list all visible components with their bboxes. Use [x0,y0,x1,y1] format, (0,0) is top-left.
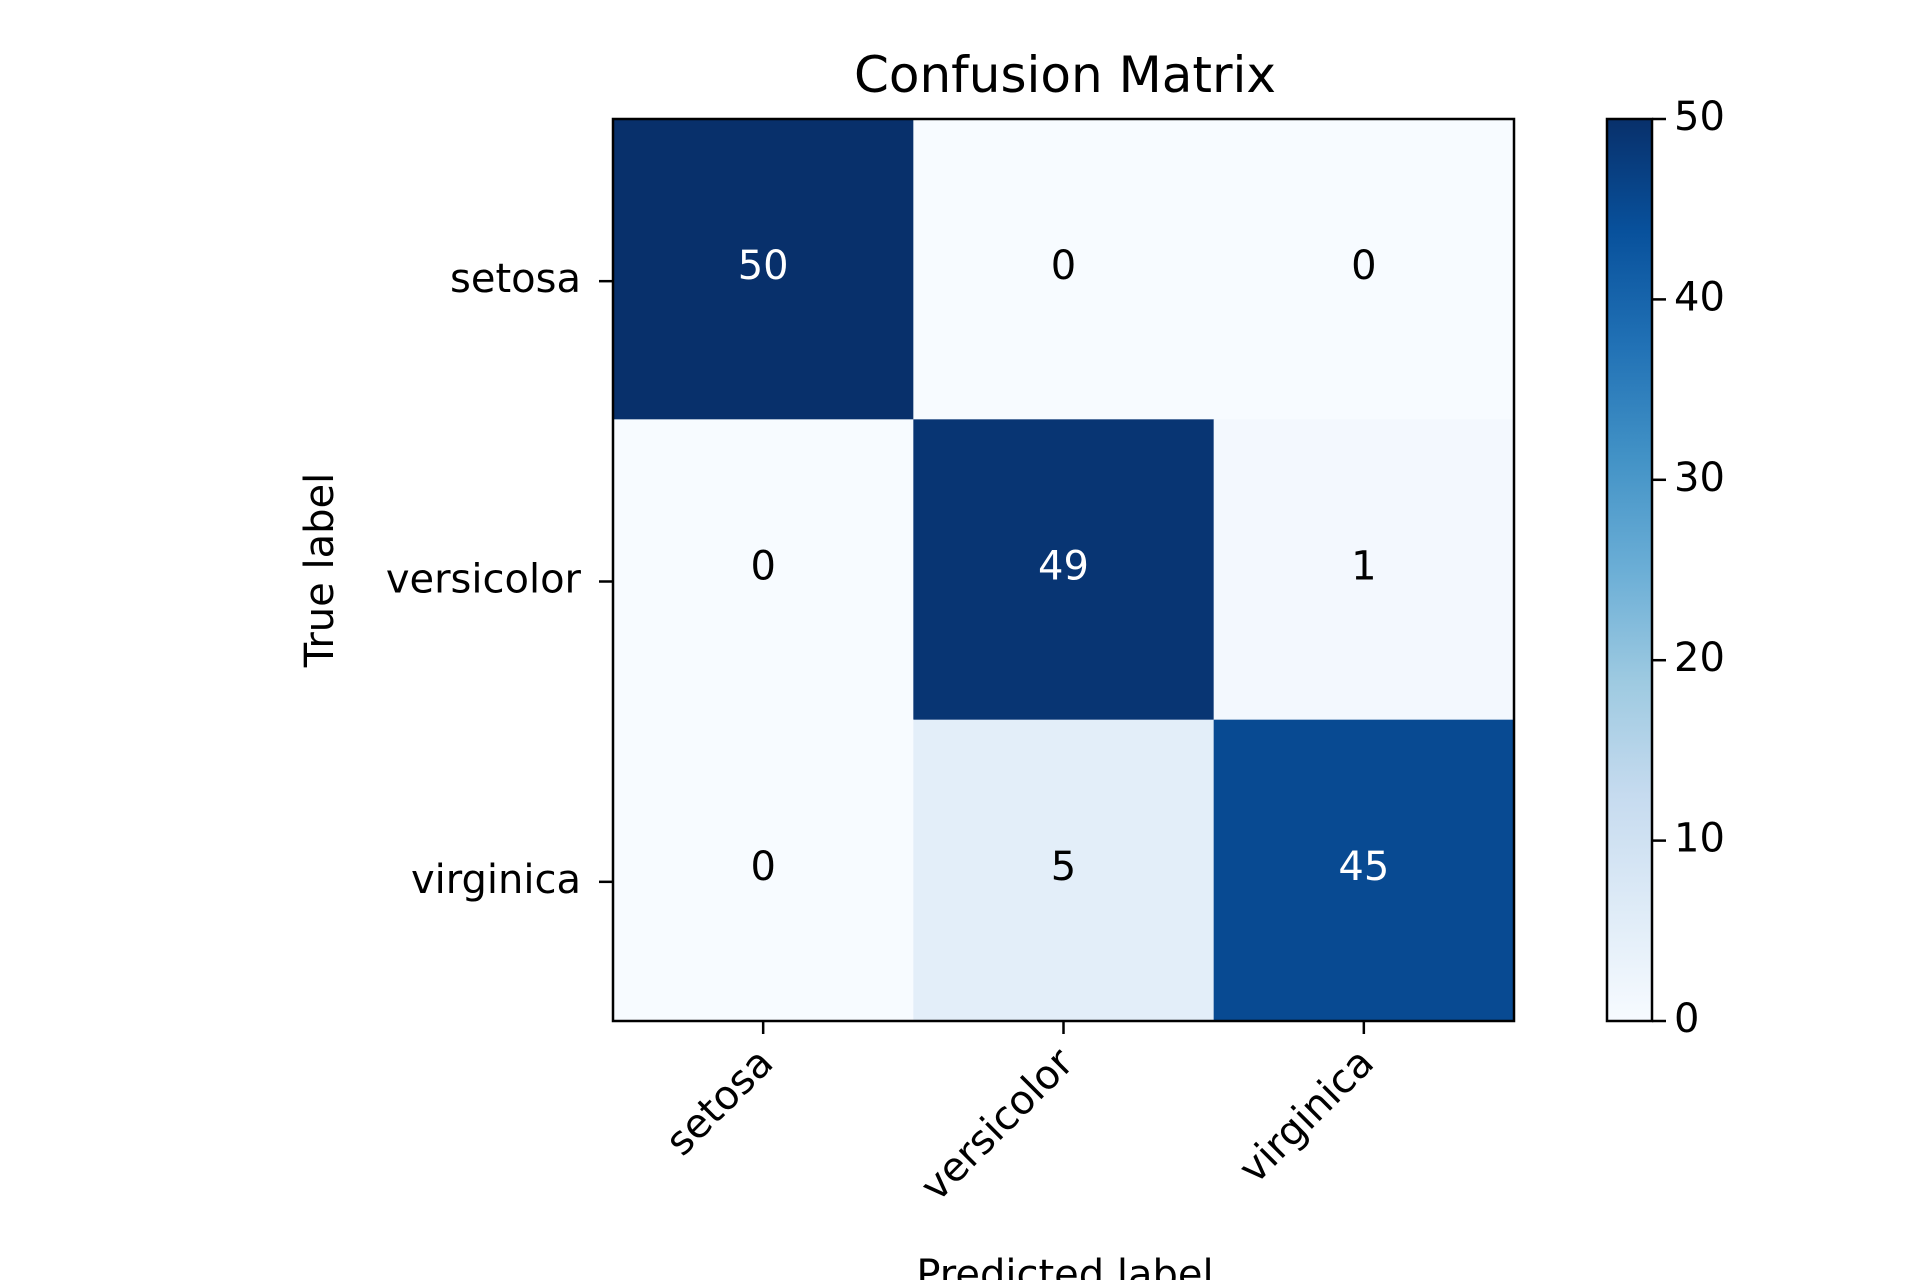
y-axis-ticks: setosa versicolor virginica [386,256,613,903]
colorbar-tick-label-5: 50 [1674,94,1725,140]
y-tick-label-0: setosa [450,256,581,302]
cell-value-r2-c1: 5 [1051,844,1076,890]
cell-value-r2-c0: 0 [750,844,775,890]
colorbar-tick-label-3: 30 [1674,455,1725,501]
x-tick-label-1: versicolor [912,1039,1083,1210]
colorbar-tick-label-1: 10 [1674,816,1725,862]
heatmap-cell-r0-c0 [613,119,914,420]
cell-value-r2-c2: 45 [1338,844,1389,890]
heatmap-cell-r1-c0 [613,419,914,721]
heatmap-cell-r0-c1 [913,119,1215,420]
heatmap-cell-r2-c2 [1213,719,1515,1021]
y-axis-label: True label [297,473,343,668]
y-tick-label-2: virginica [411,857,581,903]
heatmap-cell-labels: 50 0 0 0 49 1 0 5 45 [738,243,1390,890]
cell-value-r1-c0: 0 [750,544,775,590]
chart-title: Confusion Matrix [854,46,1276,104]
heatmap-cell-r2-c1 [913,719,1215,1021]
heatmap-cell-r1-c1 [913,419,1215,721]
colorbar-ticks: 0 10 20 30 40 50 [1652,94,1725,1042]
cell-value-r0-c0: 50 [738,243,789,289]
colorbar [1605,117,1654,1023]
x-tick-label-2: virginica [1230,1040,1383,1193]
colorbar-tick-label-4: 40 [1674,274,1725,320]
x-axis-label: Predicted label [916,1252,1213,1280]
cell-value-r0-c2: 0 [1351,243,1376,289]
heatmap-cell-r1-c2 [1213,419,1515,721]
cell-value-r0-c1: 0 [1051,243,1076,289]
heatmap-cell-r0-c2 [1213,119,1515,420]
cell-value-r1-c1: 49 [1038,544,1089,590]
cell-value-r1-c2: 1 [1351,544,1376,590]
heatmap-cells [613,119,1515,1021]
x-tick-label-0: setosa [657,1040,782,1165]
x-axis-ticks: setosa versicolor virginica [657,1020,1383,1210]
colorbar-tick-label-2: 20 [1674,635,1725,681]
y-tick-label-1: versicolor [386,557,582,603]
colorbar-tick-label-0: 0 [1674,996,1699,1042]
heatmap-cell-r2-c0 [613,719,914,1021]
